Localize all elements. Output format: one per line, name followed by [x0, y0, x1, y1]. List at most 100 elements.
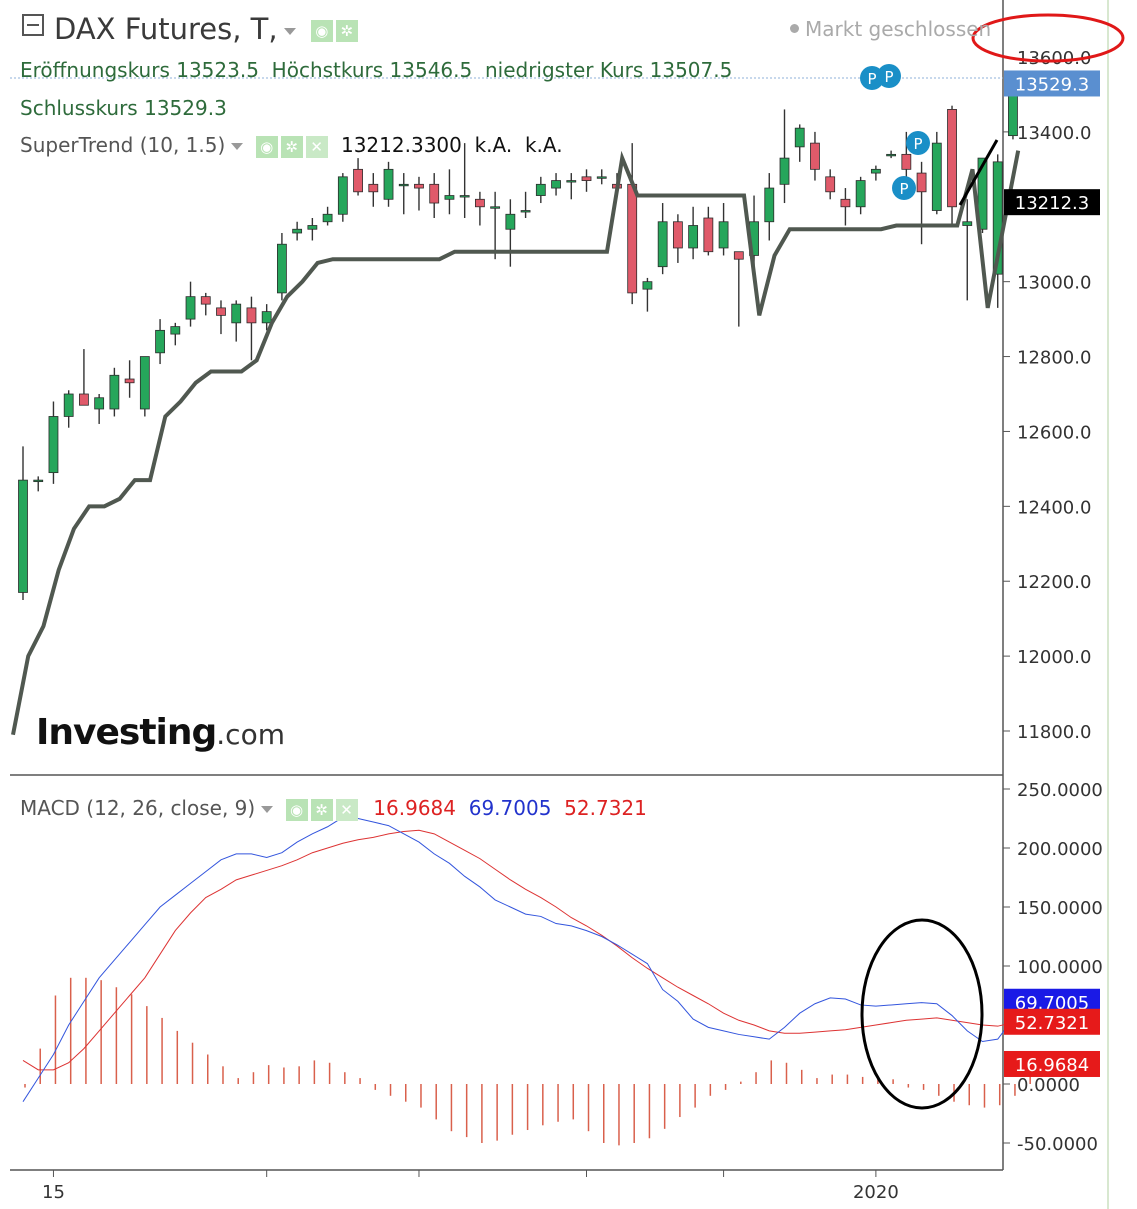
collapse-icon[interactable]	[22, 14, 44, 36]
supertrend-value-tag: 13212.3	[1015, 193, 1089, 214]
eye-icon[interactable]: ◉	[310, 20, 333, 42]
macd-tick-label: 100.0000	[1017, 957, 1103, 978]
candle-body	[414, 183, 424, 189]
supertrend-line	[11, 150, 1021, 736]
candle-body	[657, 221, 668, 268]
price-tick-label: 13000.0	[1017, 273, 1091, 294]
macd-tick-label: 200.0000	[1017, 839, 1103, 860]
candle-body	[429, 183, 440, 204]
macd-tick-label: 250.0000	[1017, 780, 1103, 801]
gear-icon[interactable]: ✲	[280, 135, 303, 158]
candle-body	[109, 374, 120, 410]
candle-body	[535, 183, 546, 196]
hist-value-tag: 16.9684	[1015, 1055, 1089, 1076]
svg-text:P: P	[913, 135, 922, 153]
supertrend-legend: SuperTrend (10, 1.5) ◉ ✲ ✕ 13212.3300 k.A.…	[20, 133, 563, 158]
ohlc-legend: Eröffnungskurs 13523.5 Höchstkurs 13546.…	[20, 58, 733, 82]
close-icon[interactable]: ✕	[335, 798, 358, 821]
price-tick-label: 12200.0	[1017, 572, 1091, 593]
candle-body	[672, 221, 683, 249]
candle-body	[79, 393, 89, 406]
candle-body	[18, 479, 28, 593]
candle-body	[779, 157, 790, 185]
candle-body	[505, 213, 516, 230]
black-annotation-ellipse	[860, 918, 984, 1110]
price-tick-label: 12400.0	[1017, 497, 1091, 518]
candle-body	[337, 176, 348, 215]
candle-body	[368, 183, 379, 193]
candle-body	[840, 198, 851, 208]
candle-body	[886, 153, 897, 157]
candle-body	[459, 195, 470, 198]
close-icon[interactable]: ✕	[305, 135, 328, 158]
chevron-down-icon[interactable]	[261, 806, 274, 813]
instrument-title: DAX Futures, T,	[54, 12, 278, 46]
price-tick-label: 13400.0	[1017, 123, 1091, 144]
macd-legend: MACD (12, 26, close, 9) ◉ ✲ ✕ 16.9684 69.7…	[20, 796, 647, 821]
chart-title: DAX Futures, T, ◉ ✲	[22, 12, 361, 46]
candle-body	[398, 183, 409, 187]
price-tick-label: 12000.0	[1017, 647, 1091, 668]
hist-value-tag-bg	[1004, 1050, 1100, 1077]
candle-body	[139, 356, 150, 410]
candle-body	[444, 195, 455, 200]
price-tick-label: 13600.0	[1017, 48, 1091, 69]
gear-icon[interactable]: ✲	[335, 20, 358, 42]
candle-body	[246, 307, 257, 324]
time-tick-label: 15	[42, 1182, 65, 1203]
candle-body	[353, 168, 363, 193]
pivot-markers: P P P P	[860, 64, 930, 200]
candle-body	[916, 172, 927, 193]
price-tick-label: 12600.0	[1017, 422, 1091, 443]
macd-tick-label: -50.0000	[1017, 1134, 1098, 1155]
candle-body	[63, 393, 74, 417]
candle-body	[703, 217, 714, 253]
time-tick-label: 2020	[853, 1182, 899, 1203]
chevron-down-icon[interactable]	[231, 143, 244, 150]
candle-body	[474, 198, 485, 208]
candle-body	[718, 221, 729, 249]
candle-body	[764, 187, 775, 223]
svg-text:P: P	[884, 68, 893, 86]
last-price-tag-bg	[1004, 70, 1100, 97]
investing-logo: Investing.com	[36, 712, 285, 753]
supertrend-value-tag-bg	[1004, 189, 1100, 216]
close-legend: Schlusskurs 13529.3	[20, 96, 227, 120]
candle-body	[870, 168, 881, 174]
signal-value-tag: 52.7321	[1015, 1013, 1089, 1034]
candle-body	[124, 378, 135, 384]
gear-icon[interactable]: ✲	[310, 798, 333, 821]
red-annotation-ellipse	[971, 13, 1125, 63]
signal-line	[22, 829, 1029, 1071]
candle-body	[551, 180, 561, 189]
candle-body	[825, 176, 836, 193]
candle-body	[307, 225, 318, 230]
candle-body	[794, 127, 805, 148]
candle-body	[277, 243, 287, 294]
macd-line	[22, 816, 1029, 1102]
candle-body	[520, 210, 531, 213]
macd-tick-label: 150.0000	[1017, 898, 1103, 919]
pivot-marker	[892, 176, 916, 200]
chevron-down-icon[interactable]	[283, 27, 296, 35]
candle-body	[33, 479, 44, 483]
macd-tick-label: 0.0000	[1017, 1075, 1080, 1096]
candle-body	[566, 180, 577, 183]
black-annotation-line	[958, 139, 999, 206]
price-tick-label: 11800.0	[1017, 722, 1091, 743]
candle-body	[48, 416, 59, 474]
candle-body	[200, 296, 211, 305]
eye-icon[interactable]: ◉	[255, 135, 278, 158]
signal-value-tag-bg	[1004, 1008, 1100, 1035]
candle-body	[855, 180, 866, 208]
market-status: Markt geschlossen	[790, 17, 991, 41]
candle-body	[581, 176, 592, 181]
status-dot-icon	[790, 24, 799, 33]
candle-body	[947, 109, 957, 208]
eye-icon[interactable]: ◉	[285, 798, 308, 821]
pivot-marker	[906, 131, 930, 155]
svg-text:P: P	[867, 70, 876, 88]
candle-body	[931, 142, 942, 211]
candle-body	[901, 153, 912, 170]
candle-body	[962, 221, 973, 226]
